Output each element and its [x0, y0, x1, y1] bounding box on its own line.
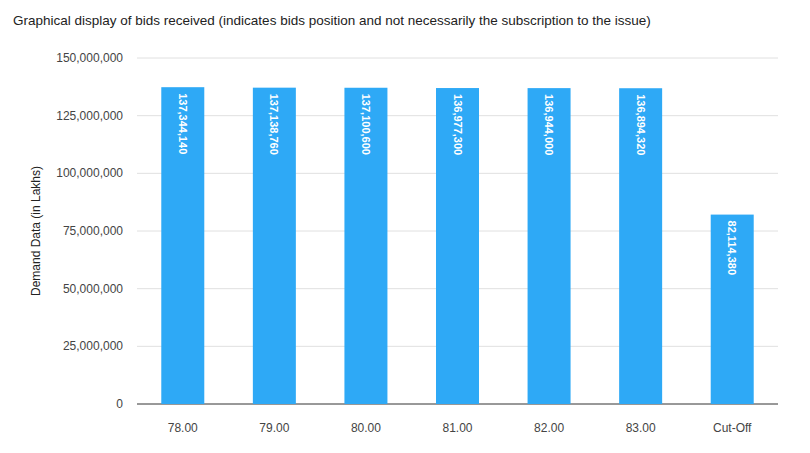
data-label: 137,138,760 — [268, 94, 280, 155]
bars — [161, 87, 753, 404]
title: Graphical display of bids received (indi… — [13, 13, 651, 28]
x-tick-label: Cut-Off — [713, 421, 752, 435]
y-tick-label: 100,000,000 — [56, 166, 123, 180]
data-label: 137,344,140 — [177, 93, 189, 154]
bar — [436, 88, 479, 404]
grid — [137, 58, 778, 404]
data-label: 136,894,320 — [635, 94, 647, 155]
y-tick-label: 50,000,000 — [63, 282, 123, 296]
x-tick-label: 82.00 — [534, 421, 564, 435]
x-tick-label: 80.00 — [351, 421, 381, 435]
data-label: 136,944,000 — [543, 94, 555, 155]
data-label: 82,114,380 — [726, 221, 738, 275]
y-tick-label: 150,000,000 — [56, 51, 123, 65]
chart: Graphical display of bids received (indi… — [0, 0, 810, 453]
grid-line — [137, 58, 778, 59]
data-label: 136,977,300 — [452, 94, 464, 155]
data-labels: 137,344,140 137,138,760 137,100,600 136,977… — [177, 93, 738, 275]
bar — [619, 88, 662, 404]
x-tick-label: 79.00 — [259, 421, 289, 435]
x-tick-label: 83.00 — [626, 421, 656, 435]
data-label: 137,100,600 — [360, 94, 372, 155]
y-axis-label: Demand Data (in Lakhs) — [29, 166, 43, 296]
bar — [161, 87, 204, 404]
x-tick-label: 81.00 — [442, 421, 472, 435]
y-tick-label: 125,000,000 — [56, 109, 123, 123]
bar — [528, 88, 571, 404]
y-tick-label: 0 — [116, 397, 123, 411]
bar — [711, 215, 754, 404]
y-tick-label: 25,000,000 — [63, 339, 123, 353]
y-tick-label: 75,000,000 — [63, 224, 123, 238]
x-tick-label: 78.00 — [168, 421, 198, 435]
bar — [253, 88, 296, 404]
bar — [344, 88, 387, 404]
